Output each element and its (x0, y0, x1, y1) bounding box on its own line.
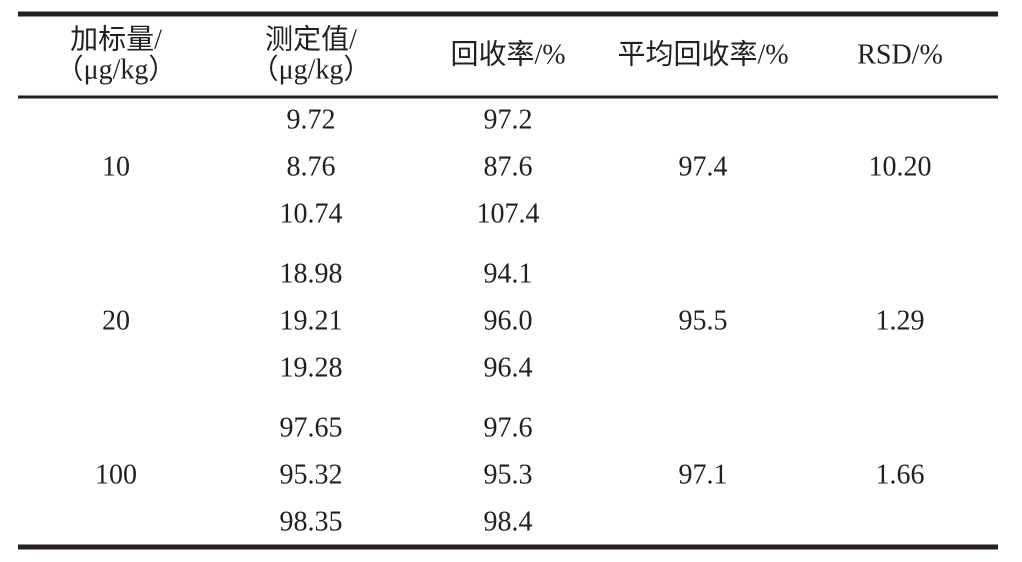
spike-cell: 100 (95, 459, 137, 490)
header-cell: （μg/kg） (251, 53, 372, 85)
header-cell: 加标量/ (70, 23, 162, 55)
measured-cell: 97.65 (280, 412, 343, 443)
spike-cell: 10 (102, 151, 130, 182)
rsd-cell: 1.29 (876, 305, 925, 336)
recovery-cell: 98.4 (484, 506, 533, 537)
measured-cell: 9.72 (287, 104, 336, 135)
spike-cell: 20 (102, 305, 130, 336)
measured-cell: 98.35 (280, 506, 343, 537)
measured-cell: 18.98 (280, 258, 343, 289)
recovery-cell: 87.6 (484, 151, 533, 182)
measured-cell: 10.74 (280, 198, 343, 229)
measured-cell: 19.21 (280, 305, 343, 336)
recovery-cell: 94.1 (484, 258, 533, 289)
header-cell: 测定值/ (265, 23, 357, 55)
mean-recovery-cell: 97.4 (679, 151, 728, 182)
recovery-cell: 107.4 (477, 198, 540, 229)
header-cell: 回收率/% (450, 38, 565, 70)
recovery-cell: 97.2 (484, 104, 533, 135)
rsd-cell: 10.20 (869, 151, 932, 182)
measured-cell: 95.32 (280, 459, 343, 490)
mean-recovery-cell: 97.1 (679, 459, 728, 490)
header-cell: 平均回收率/% (617, 38, 788, 70)
measured-cell: 19.28 (280, 352, 343, 383)
recovery-cell: 96.0 (484, 305, 533, 336)
header-cell: （μg/kg） (56, 53, 177, 85)
rsd-cell: 1.66 (876, 459, 925, 490)
recovery-cell: 95.3 (484, 459, 533, 490)
recovery-cell: 96.4 (484, 352, 533, 383)
recovery-cell: 97.6 (484, 412, 533, 443)
measured-cell: 8.76 (287, 151, 336, 182)
mean-recovery-cell: 95.5 (679, 305, 728, 336)
header-cell: RSD/% (857, 39, 943, 70)
